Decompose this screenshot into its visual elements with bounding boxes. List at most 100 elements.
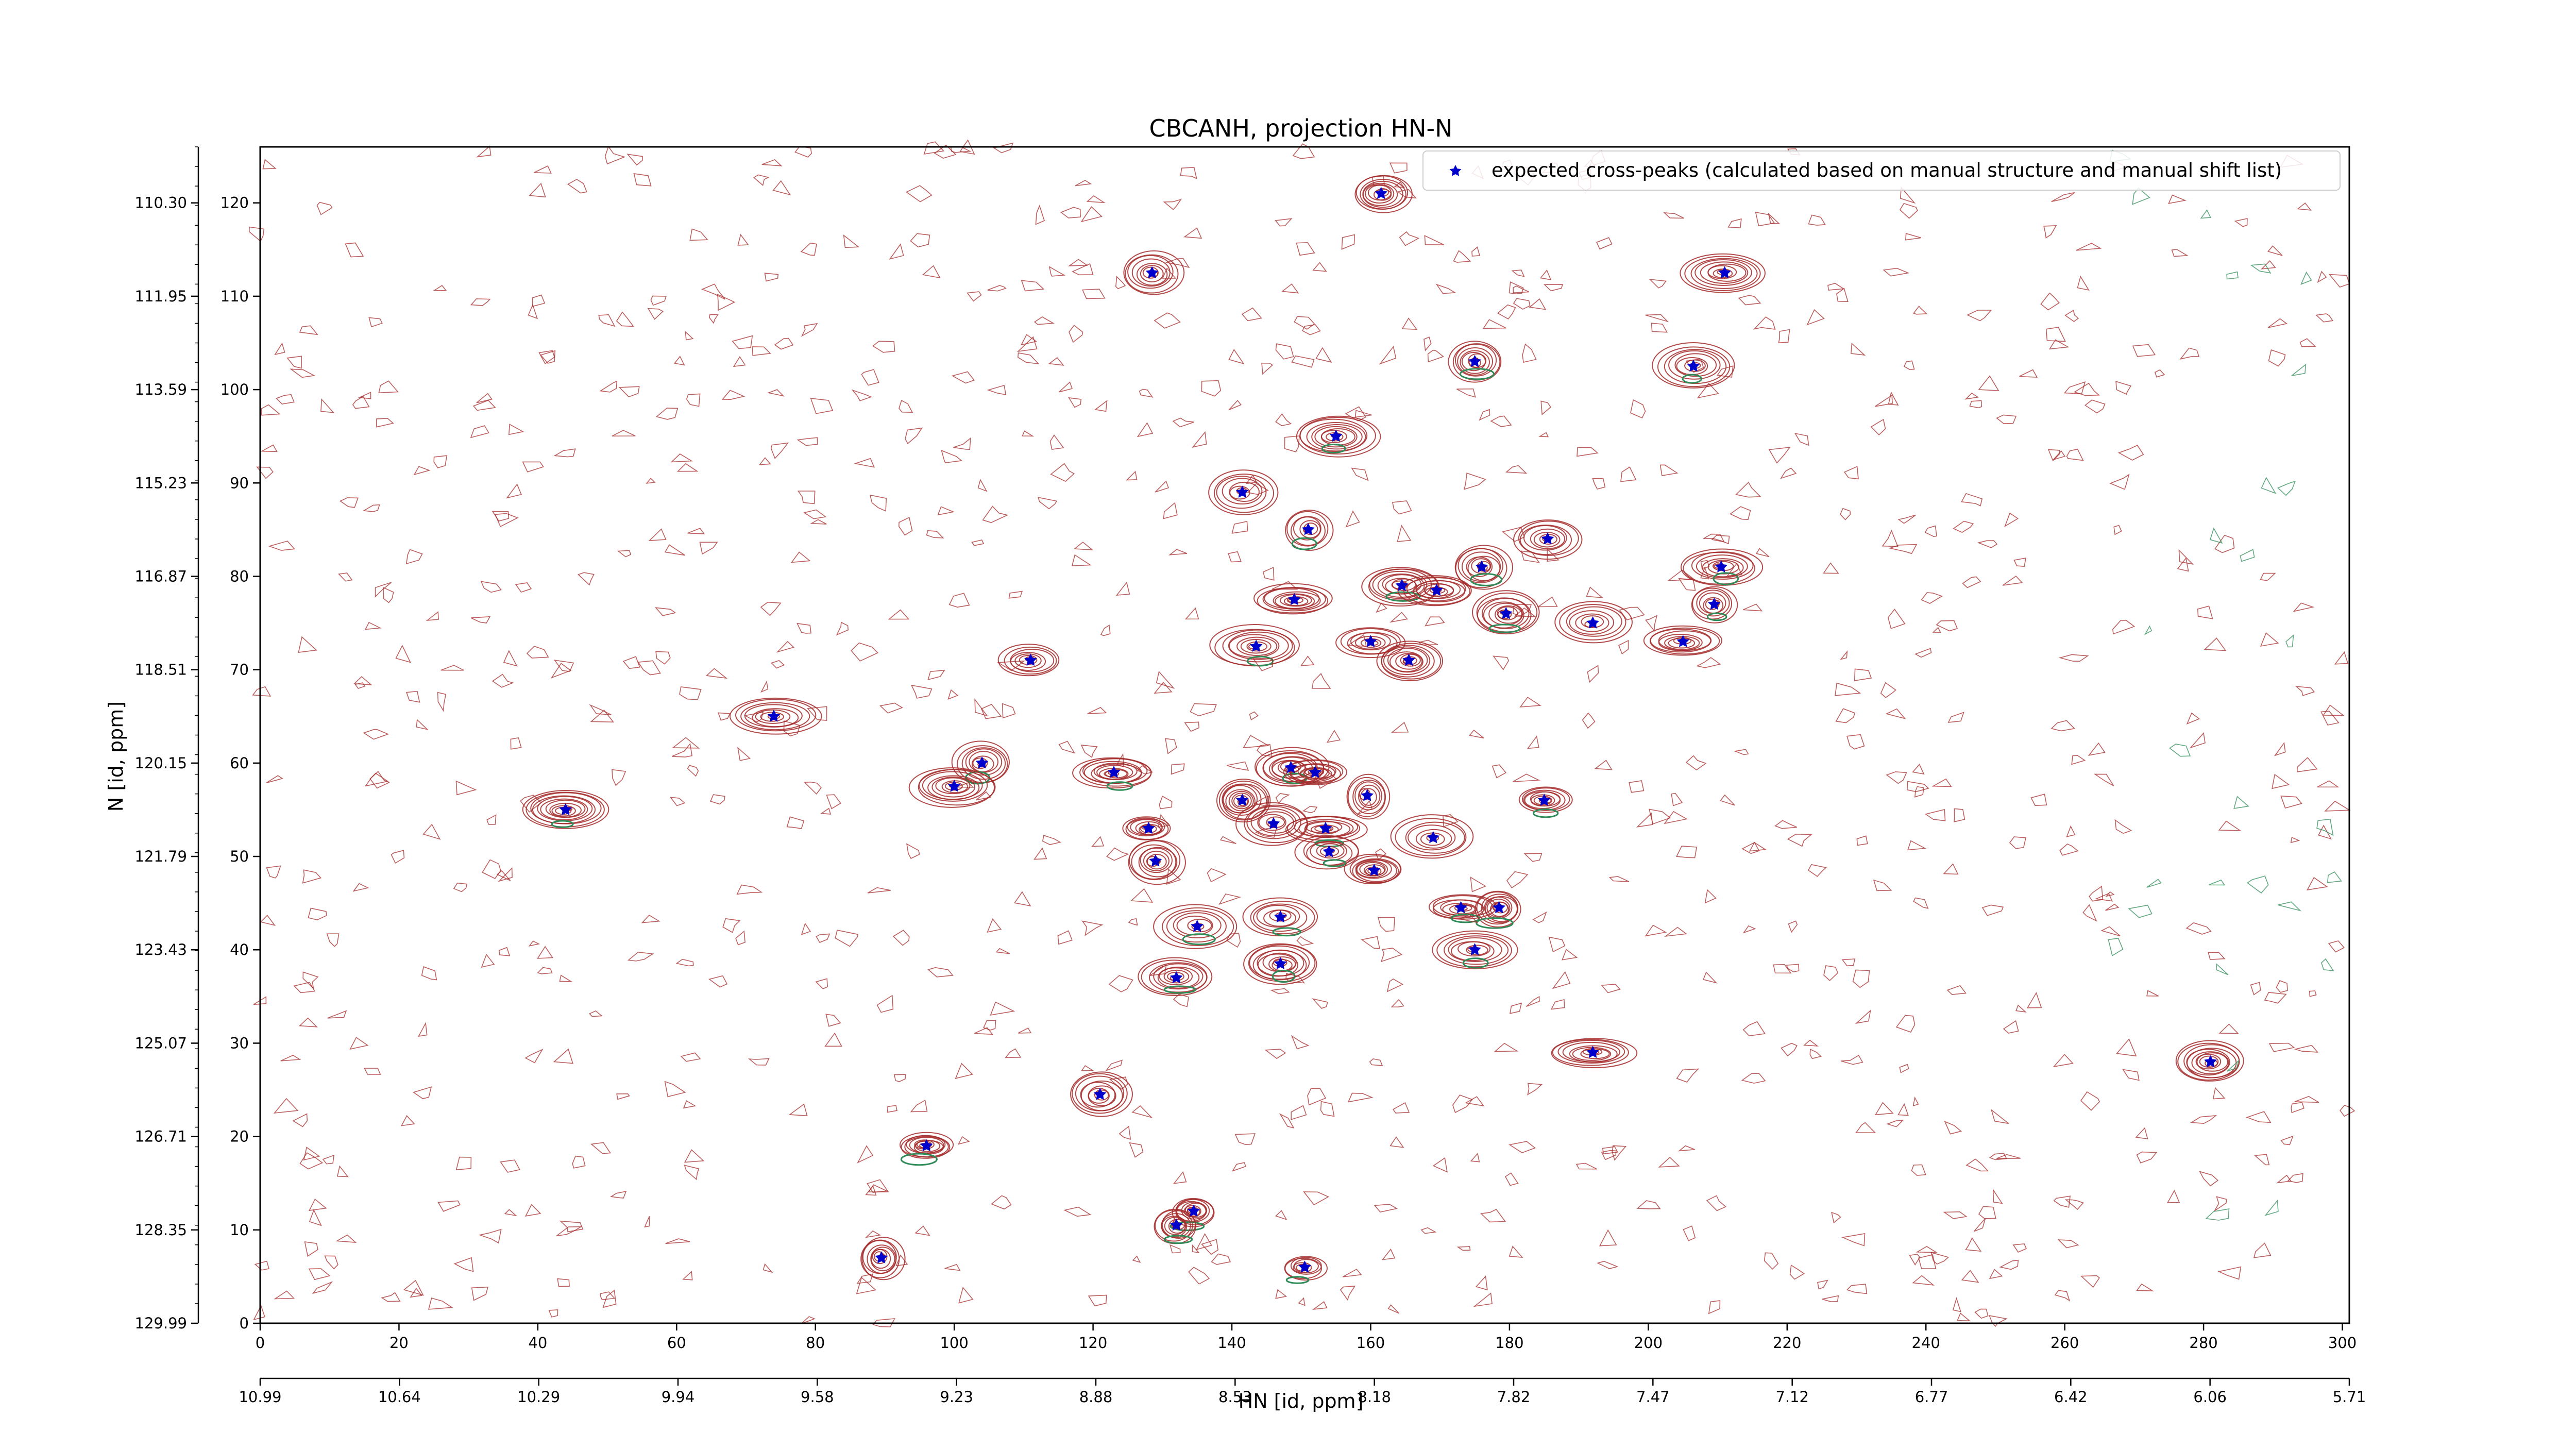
noise-contour [1586,586,1604,598]
noise-contour [1965,1158,1989,1172]
contour-ring [2196,1052,2229,1072]
cross-peak-marker [1454,901,1467,914]
noise-contour [673,356,685,366]
noise-contour [553,660,574,672]
noise-contour [1511,269,1525,277]
noise-contour [471,1286,488,1301]
x-tick-label: 100 [940,1334,968,1352]
noise-contour [478,1228,502,1244]
noise-contour [1943,863,1959,875]
noise-contour [368,317,383,328]
noise-contour [776,641,795,653]
contour-ring [1432,930,1518,970]
noise-contour [1218,893,1242,905]
noise-contour [276,394,295,405]
noise-contour [1005,1048,1022,1058]
noise-contour [1497,304,1516,320]
noise-contour [1058,740,1076,754]
noise-contour [2076,243,2102,251]
y-tick-label: 30 [230,1034,249,1052]
noise-contour [1509,1141,1536,1153]
contour-ring [1362,182,1398,206]
contour-ring [1358,784,1381,808]
noise-contour [1291,1035,1310,1050]
contour-ring [1088,1088,1110,1104]
noise-contour [480,581,502,593]
noise-contour [641,914,660,923]
noise-contour [790,551,811,563]
noise-contour [1658,1157,1680,1168]
legend-box [1422,150,2341,191]
contour-ring [1216,779,1271,823]
noise-contour [1048,266,1066,277]
noise-contour [1992,1188,2003,1204]
noise-contour [737,747,751,761]
cross-peak-marker [1375,187,1388,199]
noise-contour [1809,1049,1822,1059]
noise-contour [298,1017,318,1027]
y-tick-label: 0 [240,1315,249,1332]
y-ppm-tick-label: 116.87 [135,567,187,585]
noise-contour [455,1156,472,1170]
contour-ring [1530,528,1566,549]
contour-ring [1273,591,1321,610]
contour-ring [1481,894,1519,923]
noise-contour [1608,876,1630,882]
noise-contour [1105,1059,1123,1072]
noise-contour [1154,682,1173,694]
noise-contour [655,408,679,420]
noise-contour [1226,933,1241,948]
cross-peak-marker [875,1251,888,1263]
noise-contour [2048,339,2070,350]
noise-contour [1512,604,1532,617]
noise-contour [1091,836,1105,847]
x-axis-ticks: 0 20 40 60 80 100 120 140 160 180 200 220 240 260 280 3… [256,1323,2357,1352]
noise-contour [2166,1189,2180,1203]
noise-contour [261,404,281,416]
contour-ring [1127,817,1165,837]
contour-ring [1436,933,1512,968]
noise-contour [1645,314,1669,323]
contour-ring [1243,943,1317,985]
noise-contour [926,530,944,538]
cross-peak-marker [1235,485,1249,498]
contour-ring [1352,780,1386,815]
noise-contour [537,967,553,974]
noise-contour [889,243,904,260]
noise-contour [1873,879,1892,891]
noise-contour [2185,922,2212,935]
noise-contour [1256,744,1273,757]
noise-contour [1275,343,1294,360]
noise-contour [2045,327,2066,342]
noise-contour [1357,800,1373,815]
y-ppm-tick-label: 110.30 [135,194,187,212]
contour-ring [1457,347,1494,376]
noise-contour [1155,480,1170,493]
noise-contour [1727,218,1742,228]
noise-contour [2208,879,2226,886]
noise-contour [1513,285,1530,294]
noise-contour [2299,338,2316,347]
x-ppm-tick-label: 7.12 [1775,1388,1809,1406]
noise-contour [1346,634,1367,647]
x-ppm-tick-label: 7.47 [1636,1388,1670,1406]
noise-contour [2246,1111,2272,1123]
noise-contour [2117,445,2144,461]
noise-contour [1619,606,1645,620]
noise-contour [1303,1191,1330,1206]
noise-contour [1480,1208,1506,1223]
noise-contour [472,399,496,411]
noise-contour [957,1136,970,1145]
noise-contour [1536,596,1558,608]
legend-marker [1449,165,1462,176]
contour-ring [1713,268,1733,278]
contour-ring [1218,780,1269,821]
noise-contour [299,1152,324,1170]
contour-ring [1140,847,1173,873]
noise-contour [515,582,532,593]
contour-ring [1250,901,1315,935]
noise-contour [532,294,546,307]
noise-contour [1075,180,1092,187]
noise-contour [2324,800,2351,812]
noise-contour [1664,926,1688,937]
